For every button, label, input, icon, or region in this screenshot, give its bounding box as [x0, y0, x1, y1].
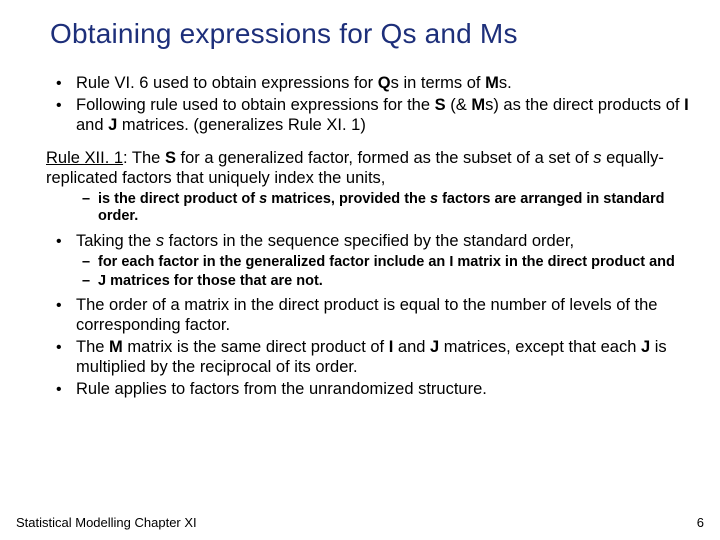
slide: Obtaining expressions for Qs and Ms Rule… — [0, 0, 720, 540]
bullet-item: Following rule used to obtain expression… — [46, 96, 692, 136]
bullet-group-1: Rule VI. 6 used to obtain expressions fo… — [42, 74, 698, 135]
bullet-group-4: Rule applies to factors from the unrando… — [42, 380, 698, 400]
bullet-group-2: Taking the s factors in the sequence spe… — [42, 232, 698, 252]
footer-left: Statistical Modelling Chapter XI — [16, 515, 197, 530]
bullet-item: Rule VI. 6 used to obtain expressions fo… — [46, 74, 692, 94]
bullet-item: The M matrix is the same direct product … — [46, 338, 692, 378]
bullet-item: Taking the s factors in the sequence spe… — [46, 232, 692, 252]
slide-title: Obtaining expressions for Qs and Ms — [50, 18, 698, 50]
sub-bullet-item: J matrices for those that are not. — [76, 273, 692, 290]
bullet-item: Rule applies to factors from the unrando… — [46, 380, 692, 400]
rule-sublist: is the direct product of s matrices, pro… — [42, 191, 698, 226]
bullet-item: The order of a matrix in the direct prod… — [46, 296, 692, 336]
page-number: 6 — [697, 515, 704, 530]
bullet-group-3: The order of a matrix in the direct prod… — [42, 296, 698, 377]
sub-bullet-item: is the direct product of s matrices, pro… — [76, 191, 692, 226]
rule-paragraph: Rule XII. 1: The S for a generalized fac… — [46, 149, 692, 189]
sub-bullet-item: for each factor in the generalized facto… — [76, 254, 692, 271]
bullet-group-2-sub: for each factor in the generalized facto… — [42, 254, 698, 291]
